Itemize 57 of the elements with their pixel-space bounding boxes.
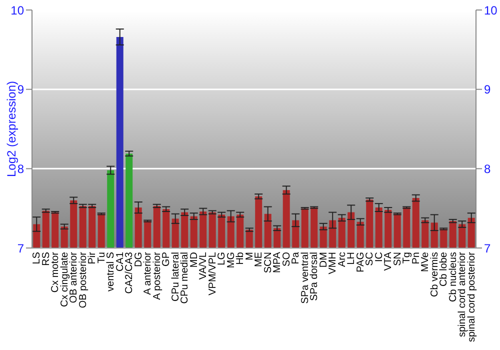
x-tick-label: LS: [32, 252, 43, 264]
x-tick-label: spinal cord posterior: [466, 251, 478, 342]
x-tick-label: Cx motor: [50, 251, 62, 293]
x-tick-label: SPa ventral: [300, 252, 311, 304]
x-tick-label: VMH: [328, 252, 339, 274]
x-tick-label: PAG: [355, 252, 366, 272]
x-tick-label: LH: [346, 252, 358, 265]
x-tick-label: Cb lobe: [438, 252, 450, 286]
y2-tick-label: 9: [484, 82, 491, 97]
x-tick-label: M: [244, 252, 256, 260]
x-tick-label: CA1: [114, 252, 126, 272]
x-tick-label: MPA: [272, 252, 284, 273]
y-axis-title: Log2 (expression): [4, 80, 18, 178]
x-tick-label: SPa dorsal: [309, 252, 320, 301]
x-tick-label: MD: [188, 252, 200, 268]
x-tick-label: CA2/CA3: [124, 252, 136, 294]
x-tick-label: MVe: [420, 252, 432, 272]
x-tick-label: MG: [226, 252, 237, 268]
x-tick-label: VTA: [383, 252, 394, 271]
x-tick-label: Pa: [290, 252, 302, 264]
x-tick-label: GP: [161, 252, 172, 266]
x-tick-label: Cx cingulate: [59, 252, 70, 308]
x-tick-label: Cb nucleus: [448, 252, 459, 302]
x-tick-label: VA/VL: [198, 252, 210, 280]
x-tick-label: Tg: [402, 252, 413, 264]
x-tick-label: OB posterior: [78, 251, 89, 308]
x-tick-label: ventral S: [106, 252, 117, 292]
x-tick-label: IC: [374, 252, 385, 262]
x-tick-label: SCN: [262, 252, 274, 274]
y-tick-label: 10: [10, 3, 24, 18]
x-tick-label: Pn: [410, 252, 422, 264]
x-tick-label: ME: [254, 252, 265, 267]
x-tick-label: CPu lateral: [170, 252, 182, 302]
x-tick-label: CPu medial: [180, 252, 191, 304]
x-tick-label: Cb vermis: [429, 252, 440, 298]
x-tick-label: VPM/VPL: [207, 252, 218, 296]
x-tick-label: A posterior: [152, 251, 163, 300]
y-tick-label: 9: [17, 82, 24, 97]
x-tick-label: RS: [40, 252, 52, 266]
x-tick-label: DG: [133, 252, 144, 267]
x-tick-label: spinal cord anterior: [457, 251, 468, 338]
x-tick-label: SO: [281, 252, 292, 266]
y-tick-label: 8: [17, 162, 24, 176]
y2-tick-label: 8: [484, 162, 491, 176]
x-tick-label: LG: [216, 252, 228, 266]
x-tick-label: OB anterior: [68, 251, 80, 304]
x-tick-label: SN: [392, 252, 404, 266]
x-tick-label: Tu: [96, 252, 108, 264]
x-tick-label: A anterior: [142, 251, 154, 295]
y2-tick-label: 7: [484, 241, 491, 256]
y2-tick-label: 10: [484, 3, 498, 18]
x-tick-label: Hb: [235, 252, 246, 265]
x-tick-label: Pir: [87, 251, 98, 264]
y-tick-label: 7: [17, 241, 24, 256]
x-tick-label: DM: [318, 252, 330, 268]
x-tick-label: SC: [364, 252, 376, 266]
x-tick-label: Arc: [336, 252, 348, 267]
